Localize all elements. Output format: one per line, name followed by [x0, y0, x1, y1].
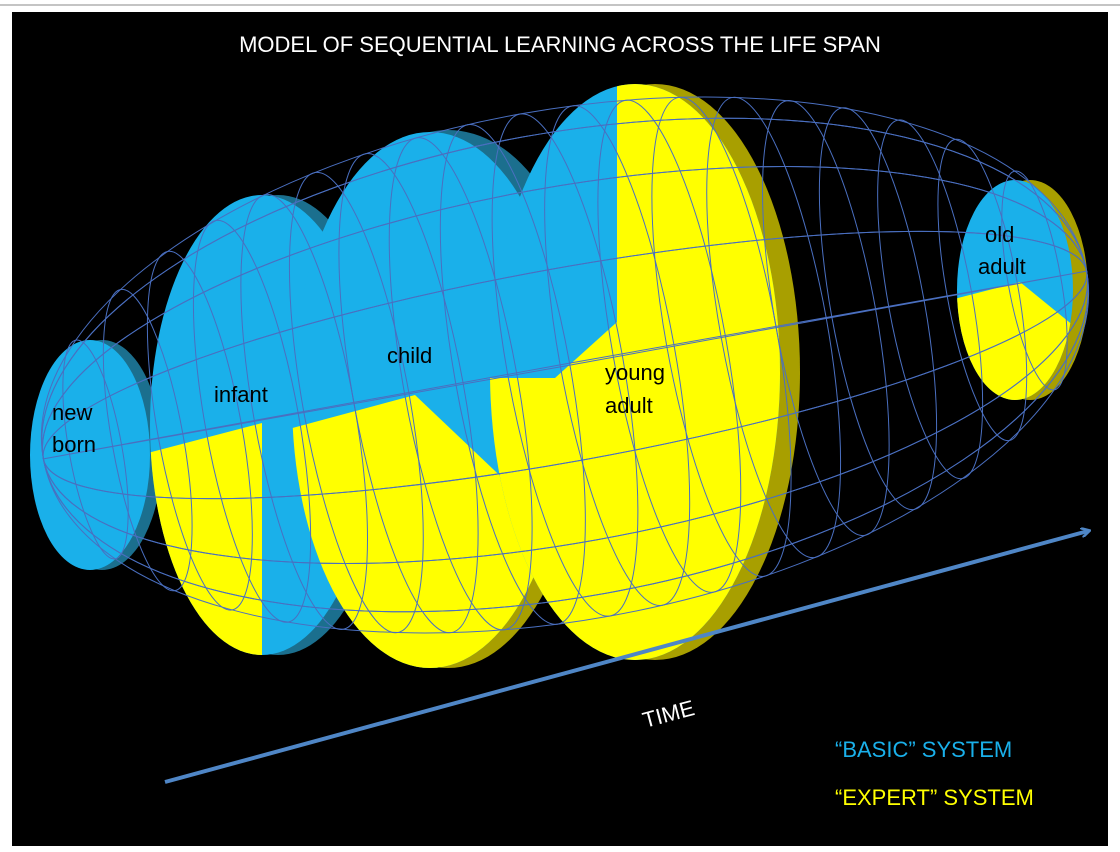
stage-label: old — [985, 222, 1014, 247]
stage-label: child — [387, 343, 432, 368]
stage-label: adult — [605, 393, 653, 418]
stage-label: born — [52, 432, 96, 457]
stage-label: new — [52, 400, 92, 425]
legend-basic: “BASIC” SYSTEM — [835, 737, 1012, 762]
stage-label: infant — [214, 382, 268, 407]
stage-label: young — [605, 360, 665, 385]
stage-label: adult — [978, 254, 1026, 279]
title: MODEL OF SEQUENTIAL LEARNING ACROSS THE … — [239, 32, 881, 57]
page: MODEL OF SEQUENTIAL LEARNING ACROSS THE … — [0, 0, 1120, 852]
slide: MODEL OF SEQUENTIAL LEARNING ACROSS THE … — [0, 0, 1120, 852]
legend-expert: “EXPERT” SYSTEM — [835, 785, 1034, 810]
